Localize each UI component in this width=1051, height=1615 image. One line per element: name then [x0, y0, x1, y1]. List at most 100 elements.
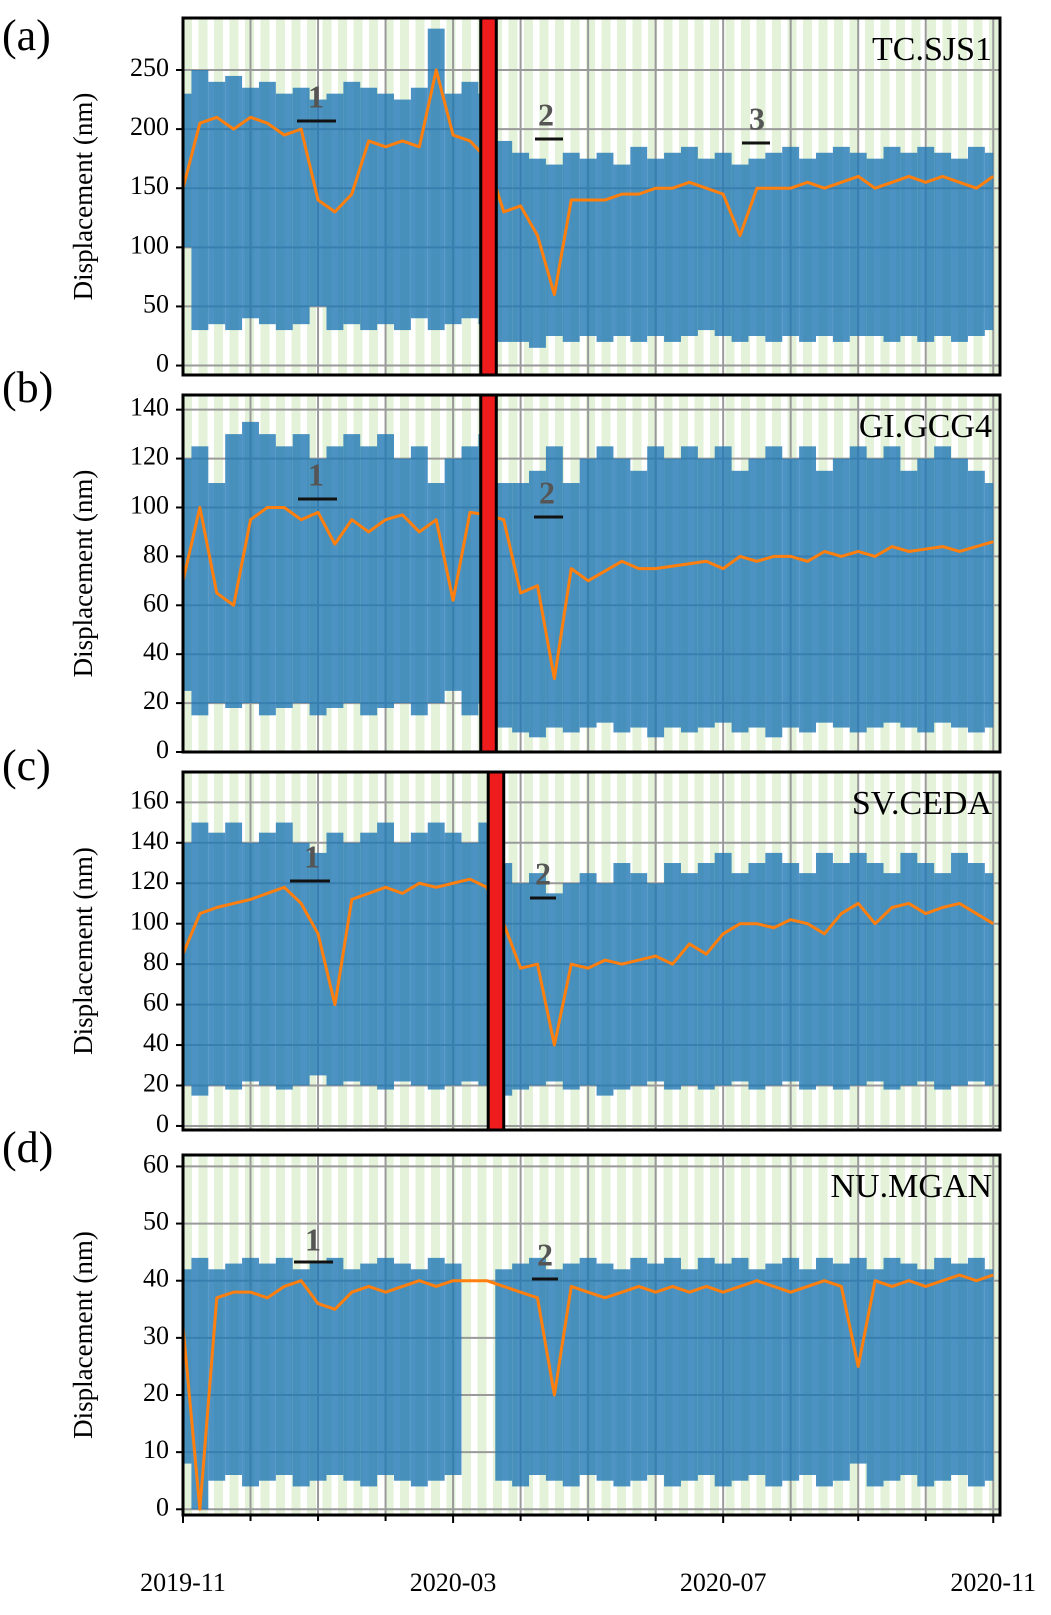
series-line: [181, 1273, 994, 1511]
range-bar: [545, 893, 563, 1082]
range-bar: [444, 458, 462, 691]
range-bar: [816, 152, 833, 336]
range-bar: [866, 863, 884, 1082]
range-bar: [630, 146, 648, 342]
range-bar: [832, 863, 850, 1090]
range-bar: [613, 164, 631, 336]
range-bar: [309, 852, 327, 1076]
range-bar: [799, 446, 817, 733]
annotation: 2: [535, 855, 551, 891]
range-bar: [529, 470, 546, 738]
range-bar: [545, 164, 563, 336]
range-bar: [360, 832, 378, 1086]
y-tick-label: 40: [143, 1264, 169, 1293]
range-bar: [630, 1257, 648, 1481]
y-tick-label: 0: [156, 735, 169, 764]
annotation: 1: [308, 78, 324, 114]
range-bar: [495, 1269, 513, 1481]
panel: 0 10 20 30 40 50 60 Displacement (nm) NU.MGAN (d)…: [2, 1123, 1036, 1597]
range-bar: [714, 852, 732, 1086]
range-bar: [849, 152, 867, 336]
range-bar: [461, 81, 479, 319]
range-bar: [934, 1257, 952, 1481]
y-tick-label: 140: [130, 393, 169, 422]
range-bar: [782, 1257, 800, 1481]
station-title: NU.MGAN: [831, 1168, 993, 1205]
y-tick-label: 80: [143, 539, 169, 568]
range-bar: [697, 458, 715, 728]
y-axis-label: Displacement (nm): [68, 847, 98, 1055]
range-bar: [697, 1257, 715, 1475]
y-tick-label: 250: [130, 53, 169, 82]
plot-frame: [181, 16, 1002, 377]
y-tick-label: 160: [130, 785, 169, 814]
annotation: 1: [308, 456, 324, 492]
range-bar: [326, 446, 344, 708]
range-bar: [427, 822, 445, 1090]
range-bar: [562, 883, 580, 1090]
range-bar: [613, 1269, 631, 1487]
range-bar: [444, 832, 462, 1086]
range-bar: [512, 1263, 530, 1487]
station-title: SV.CEDA: [852, 785, 993, 822]
plot-frame: [181, 393, 1002, 754]
range-bar: [748, 458, 766, 728]
range-bar: [714, 152, 732, 336]
range-bar: [208, 81, 226, 325]
range-bar: [613, 458, 631, 733]
annotation: 1: [305, 1221, 321, 1257]
range-bar: [680, 446, 698, 733]
range-bar: [951, 458, 968, 728]
range-bar: [951, 158, 968, 342]
range-bar: [292, 434, 310, 704]
y-tick-label: 100: [130, 907, 169, 936]
range-bar: [934, 152, 952, 336]
station-title: GI.GCG4: [859, 408, 992, 445]
range-bar: [191, 70, 209, 331]
range-bar: [292, 1269, 310, 1487]
range-bar: [360, 446, 378, 716]
range-bar: [630, 470, 648, 728]
panel-label: (a): [2, 11, 51, 60]
y-tick-label: 140: [130, 826, 169, 855]
y-tick-label: 50: [143, 289, 169, 318]
range-bar: [562, 483, 580, 733]
range-bar: [292, 842, 310, 1086]
y-tick-label: 100: [130, 230, 169, 259]
range-bar: [410, 832, 428, 1086]
range-bar: [208, 1269, 226, 1481]
range-bar: [967, 1257, 985, 1487]
range-bar: [900, 1263, 918, 1475]
range-bar: [917, 146, 935, 342]
range-bar: [225, 75, 243, 331]
x-tick-label: 2019-11: [140, 1568, 226, 1597]
plot-frame: [181, 1153, 1002, 1517]
range-bar: [697, 863, 715, 1090]
range-bar: [343, 842, 361, 1082]
range-bar: [799, 873, 817, 1090]
range-bar: [427, 1257, 445, 1481]
y-axis-label: Displacement (nm): [68, 93, 98, 301]
range-bar: [984, 152, 994, 331]
range-bar: [183, 458, 192, 691]
y-tick-label: 50: [143, 1207, 169, 1236]
event-bar: [479, 393, 498, 754]
range-bar: [377, 1257, 395, 1475]
range-bar: [579, 873, 597, 1086]
range-bar: [984, 1269, 994, 1481]
range-bar: [394, 1263, 411, 1481]
range-bar: [816, 852, 833, 1086]
range-bar: [225, 434, 243, 708]
range-bar: [866, 458, 884, 728]
y-tick-label: 40: [143, 1028, 169, 1057]
range-bar: [883, 1257, 901, 1481]
range-bar: [951, 1263, 968, 1475]
panel-label: (b): [2, 363, 53, 412]
range-bar: [444, 1263, 462, 1475]
range-bar: [512, 883, 530, 1090]
y-tick-label: 40: [143, 637, 169, 666]
range-bar: [292, 87, 310, 325]
range-bar: [377, 822, 395, 1090]
range-bar: [377, 434, 395, 708]
